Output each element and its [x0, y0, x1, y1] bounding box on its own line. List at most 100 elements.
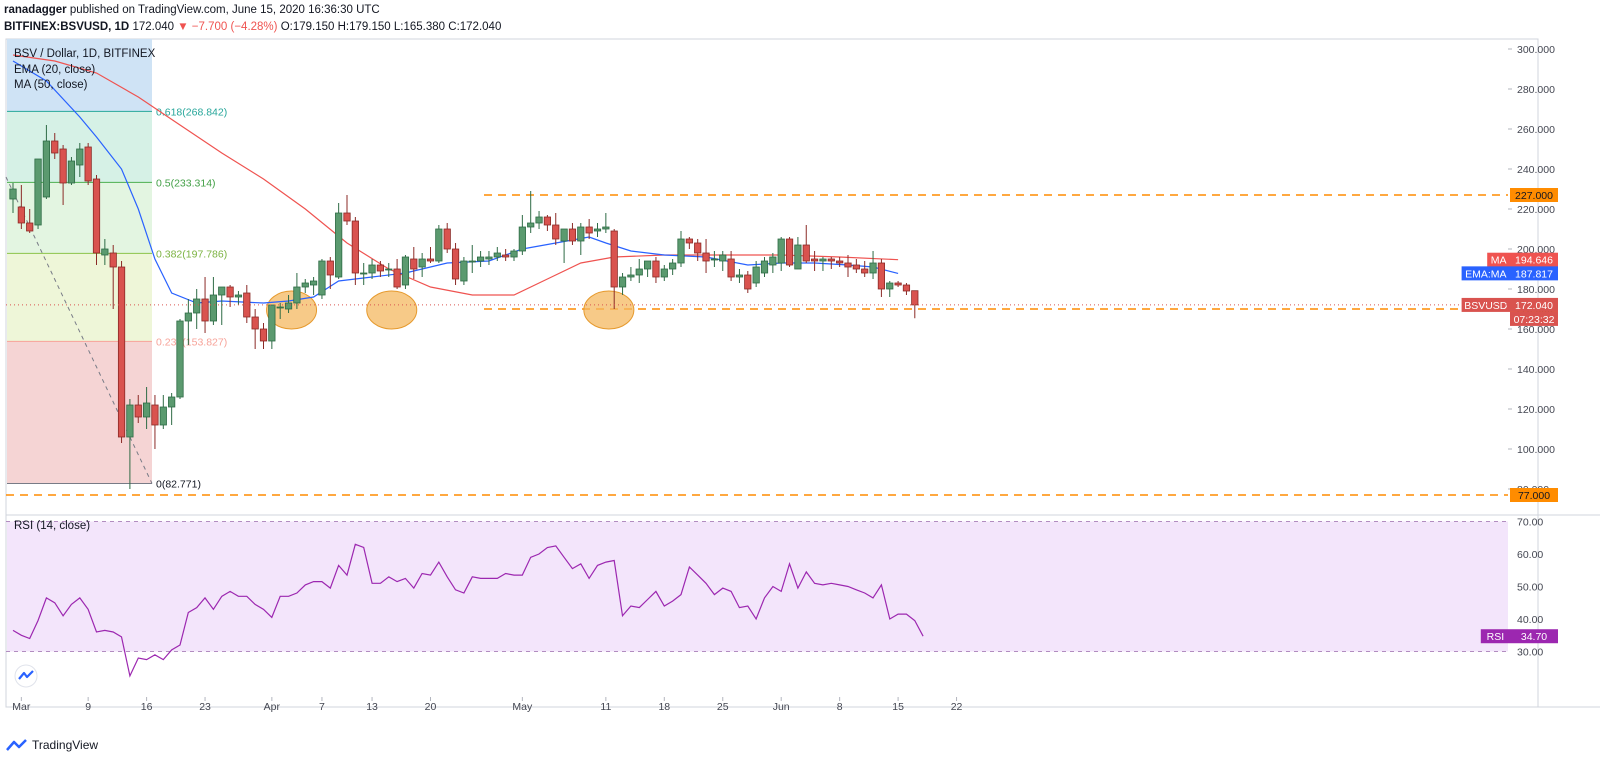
candle-body — [802, 244, 810, 262]
brand-name: TradingView — [32, 738, 99, 752]
support-highlights — [266, 290, 635, 330]
low-value: 165.380 — [403, 21, 446, 33]
fib-zone — [7, 39, 152, 112]
candle-body — [67, 160, 76, 184]
candle-body — [293, 286, 301, 304]
candle-body — [443, 228, 451, 250]
candle-body — [911, 290, 919, 306]
footer-brand[interactable]: TradingView — [6, 738, 98, 752]
time-tick-label: 20 — [425, 701, 437, 713]
candle-body — [502, 254, 510, 258]
candle-body — [184, 312, 192, 322]
candle-body — [343, 212, 351, 222]
candle-body — [710, 258, 719, 261]
candle-body — [677, 238, 685, 264]
candle-body — [193, 298, 201, 314]
candle-body — [744, 274, 752, 290]
low-label: L: — [393, 21, 404, 33]
candle-body — [510, 250, 518, 258]
level-tag-label: 77.000 — [1518, 490, 1550, 502]
candle-body — [284, 302, 293, 310]
candle-body — [301, 282, 309, 288]
axes: 300.000280.000260.000240.000220.000200.0… — [12, 44, 1555, 713]
candle-body — [836, 260, 844, 264]
candle-body — [34, 158, 42, 226]
countdown-label: 07:23:32 — [1514, 314, 1555, 326]
candle-body — [886, 282, 894, 290]
marker-value-tag — [1510, 252, 1558, 267]
support-highlight-circle — [583, 290, 635, 330]
price-tick-label: 220.000 — [1517, 204, 1555, 216]
candle-body — [894, 282, 902, 286]
candle-body — [360, 272, 368, 275]
candle-body — [376, 264, 385, 272]
marker-name-label: RSI — [1487, 631, 1505, 643]
price-tick-label: 100.000 — [1517, 444, 1555, 456]
legend-ma: MA (50, close) — [14, 79, 88, 91]
marker-value-label: 187.817 — [1515, 268, 1553, 280]
close-label: C: — [448, 21, 460, 33]
marker-name-label: BSVUSD — [1464, 300, 1508, 312]
candle-body — [610, 230, 618, 288]
tv-badge-icon[interactable] — [14, 664, 38, 688]
rsi-tick-label: 50.00 — [1517, 582, 1543, 594]
candle-body — [426, 258, 435, 262]
time-tick-label: 11 — [600, 701, 611, 713]
publisher-line: ranadagger published on TradingView.com,… — [4, 4, 380, 16]
legend-rsi: RSI (14, close) — [14, 520, 90, 532]
candle-body — [844, 262, 852, 268]
price-tick-label: 160.000 — [1517, 324, 1555, 336]
symbol-label: BITFINEX:BSVUSD, 1D — [4, 21, 130, 33]
candle-body — [451, 248, 460, 280]
marker-value-label: 172.040 — [1515, 300, 1553, 312]
candle-body — [410, 258, 418, 270]
marker-name-tag — [1461, 297, 1510, 312]
price-tick-label: 280.000 — [1517, 84, 1555, 96]
level-tag-label: 227.000 — [1515, 190, 1553, 202]
candle-body — [560, 228, 568, 242]
price-tick-label: 120.000 — [1517, 404, 1555, 416]
candle-body — [543, 216, 552, 226]
candle-body — [819, 258, 827, 262]
publisher-name: ranadagger — [4, 4, 67, 16]
price-tick-label: 180.000 — [1517, 284, 1555, 296]
candle-body — [326, 260, 334, 276]
fib-zone — [7, 253, 152, 342]
candle-body — [585, 226, 593, 234]
candle-body — [685, 238, 693, 244]
candle-body — [159, 406, 167, 426]
candle-body — [593, 228, 602, 232]
candle-body — [59, 148, 67, 184]
time-tick-label: 25 — [717, 701, 729, 713]
time-tick-label: 7 — [319, 701, 325, 713]
candle-body — [101, 248, 109, 256]
candle-body — [92, 178, 101, 254]
candle-body — [535, 216, 543, 224]
time-tick-label: 8 — [837, 701, 843, 713]
time-tick-label: 22 — [951, 701, 963, 713]
close-value: 172.040 — [459, 21, 502, 33]
marker-value-tag — [1510, 266, 1558, 281]
rsi-pane — [6, 521, 1508, 678]
candle-body — [777, 238, 785, 264]
time-tick-label: May — [512, 701, 533, 713]
candle-body — [602, 226, 610, 230]
candle-body — [702, 252, 710, 262]
candle-body — [268, 304, 276, 342]
candles — [9, 125, 919, 489]
time-tick-label: Apr — [264, 701, 281, 713]
candle-body — [660, 268, 668, 278]
candle-body — [752, 266, 760, 284]
price-tick-label: 260.000 — [1517, 124, 1555, 136]
time-tick-label: 15 — [892, 701, 904, 713]
high-label: H: — [337, 21, 350, 33]
candle-body — [493, 252, 501, 258]
candle-body — [694, 242, 702, 254]
candle-body — [769, 256, 777, 266]
candle-body — [760, 260, 769, 274]
candle-body — [84, 146, 92, 182]
candle-body — [134, 404, 142, 418]
fib-level-label: 0.382(197.786) — [156, 248, 227, 260]
candle-body — [460, 260, 468, 282]
